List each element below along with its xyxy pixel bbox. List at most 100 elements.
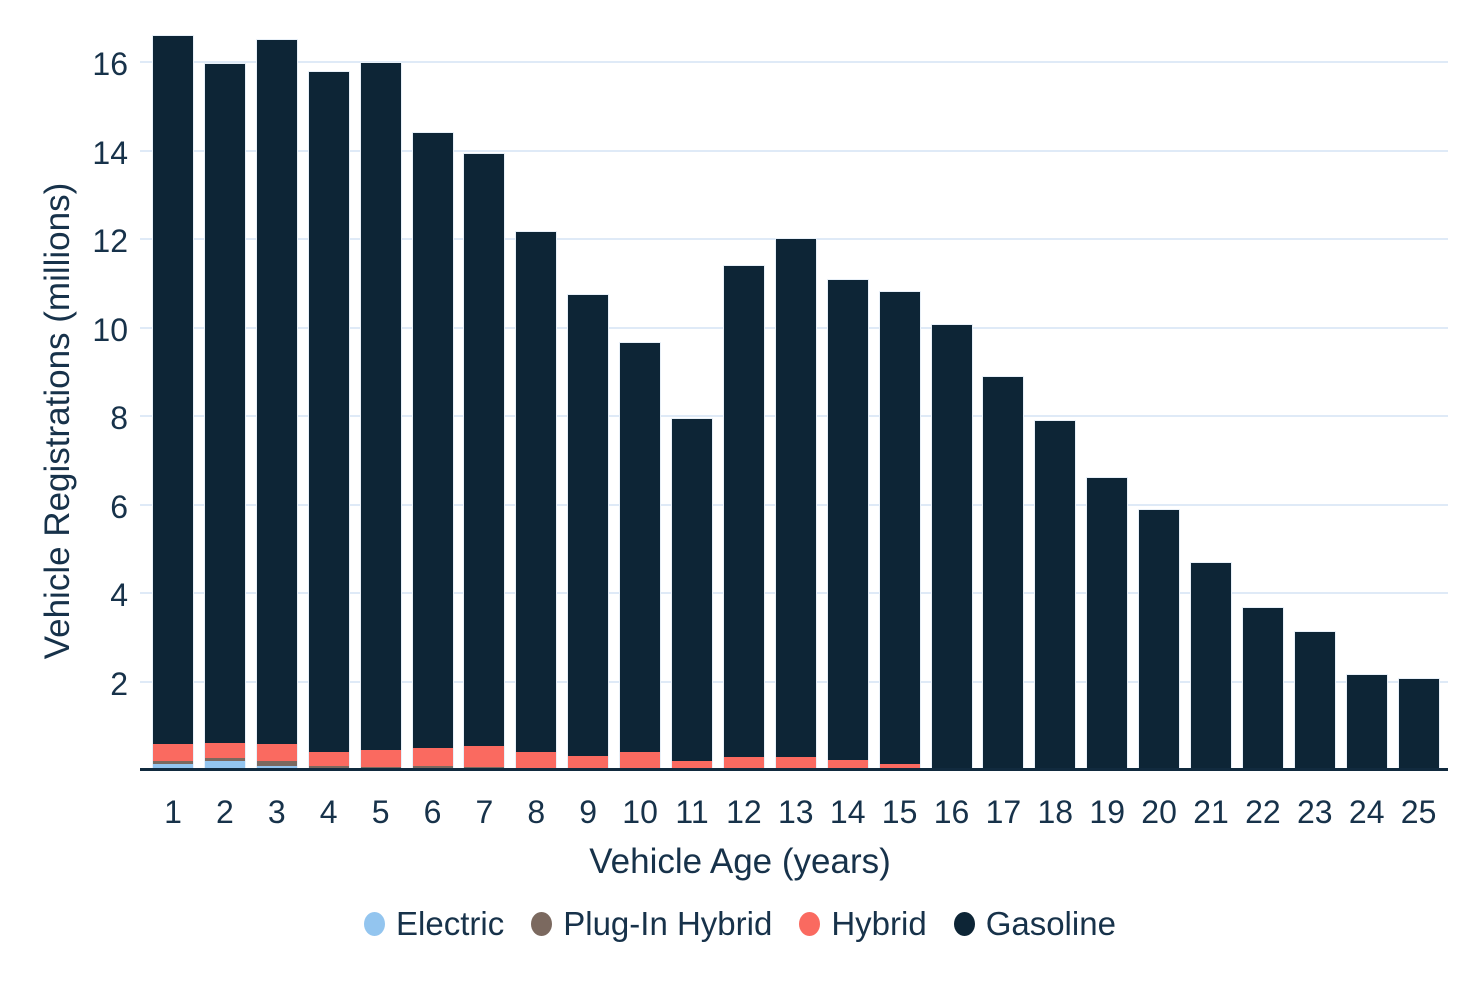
bar-age-21 xyxy=(1191,562,1231,770)
bar-segment-plug-in-hybrid-age-2 xyxy=(204,757,245,762)
x-axis-title: Vehicle Age (years) xyxy=(589,842,891,881)
bar-segment-gasoline-age-25 xyxy=(1398,678,1439,770)
bar-segment-gasoline-age-18 xyxy=(1035,420,1076,770)
x-tick-label-11: 11 xyxy=(675,794,709,830)
bar-segment-electric-age-1 xyxy=(153,763,193,770)
bar-age-17 xyxy=(983,377,1024,770)
bar-segment-gasoline-age-11 xyxy=(672,418,712,761)
x-tick-label-6: 6 xyxy=(423,794,442,830)
bar-segment-gasoline-age-8 xyxy=(516,232,557,753)
bar-segment-plug-in-hybrid-age-5 xyxy=(360,766,401,769)
bar-age-18 xyxy=(1035,420,1076,770)
x-tick-label-22: 22 xyxy=(1245,794,1281,830)
bar-segment-hybrid-age-6 xyxy=(412,748,453,767)
x-tick-label-4: 4 xyxy=(319,794,338,830)
bar-segment-gasoline-age-20 xyxy=(1139,509,1180,770)
gridline-y-12 xyxy=(140,238,1448,240)
bar-age-23 xyxy=(1294,631,1335,770)
x-tick-label-21: 21 xyxy=(1193,794,1229,830)
bar-age-9 xyxy=(568,295,609,770)
bar-age-7 xyxy=(464,154,505,770)
bar-segment-gasoline-age-13 xyxy=(775,239,816,757)
bar-age-6 xyxy=(412,133,453,770)
x-tick-label-10: 10 xyxy=(622,794,658,830)
y-tick-label-14: 14 xyxy=(92,134,128,171)
legend-marker-gasoline-icon xyxy=(953,912,975,936)
x-tick-label-13: 13 xyxy=(778,794,814,830)
x-tick-label-5: 5 xyxy=(371,794,390,830)
y-tick-label-16: 16 xyxy=(92,46,128,82)
gridline-y-16 xyxy=(140,61,1448,63)
bar-age-4 xyxy=(308,72,349,770)
legend-item-electric[interactable]: Electric xyxy=(364,906,504,942)
x-tick-label-15: 15 xyxy=(881,794,918,830)
bar-age-25 xyxy=(1398,678,1439,770)
bar-age-16 xyxy=(931,324,972,770)
bar-segment-gasoline-age-5 xyxy=(360,62,401,751)
x-tick-label-18: 18 xyxy=(1037,794,1074,830)
bar-segment-gasoline-age-2 xyxy=(204,64,245,743)
x-tick-label-16: 16 xyxy=(933,794,970,830)
bar-segment-plug-in-hybrid-age-6 xyxy=(412,766,453,770)
x-tick-label-12: 12 xyxy=(726,794,762,830)
bar-age-2 xyxy=(204,64,245,770)
legend-label-gasoline: Gasoline xyxy=(985,905,1116,942)
legend-item-plug-in-hybrid[interactable]: Plug-In Hybrid xyxy=(531,906,772,942)
x-tick-label-3: 3 xyxy=(267,794,286,830)
x-tick-label-25: 25 xyxy=(1400,794,1437,830)
bar-segment-hybrid-age-5 xyxy=(360,750,401,767)
bar-age-10 xyxy=(620,342,661,770)
bar-segment-gasoline-age-19 xyxy=(1087,477,1128,770)
bar-segment-hybrid-age-7 xyxy=(464,746,505,767)
y-tick-label-6: 6 xyxy=(110,488,128,525)
bar-age-22 xyxy=(1242,608,1283,770)
bar-segment-gasoline-age-24 xyxy=(1346,674,1387,770)
x-tick-label-17: 17 xyxy=(985,794,1022,830)
bar-segment-hybrid-age-12 xyxy=(723,756,764,770)
bar-segment-gasoline-age-16 xyxy=(931,324,972,768)
bar-segment-hybrid-age-1 xyxy=(153,743,193,761)
bar-segment-gasoline-age-21 xyxy=(1191,562,1231,770)
legend-item-gasoline[interactable]: Gasoline xyxy=(953,905,1116,942)
bar-segment-gasoline-age-12 xyxy=(723,265,764,757)
bar-age-20 xyxy=(1139,509,1180,770)
bar-segment-hybrid-age-2 xyxy=(204,742,245,758)
bar-segment-hybrid-age-9 xyxy=(568,756,609,769)
bar-age-3 xyxy=(256,39,297,770)
bar-segment-gasoline-age-3 xyxy=(256,39,297,745)
bar-segment-plug-in-hybrid-age-1 xyxy=(153,760,193,764)
bar-segment-gasoline-age-10 xyxy=(620,342,661,753)
y-tick-label-2: 2 xyxy=(110,665,128,702)
x-tick-label-1: 1 xyxy=(164,794,182,830)
x-tick-label-9: 9 xyxy=(579,794,598,830)
bar-age-5 xyxy=(360,62,401,770)
legend: Electric Plug-In Hybrid Hybrid Gasoline xyxy=(0,906,1480,942)
bar-segment-gasoline-age-22 xyxy=(1242,608,1283,770)
x-tick-label-8: 8 xyxy=(527,794,546,830)
y-tick-label-10: 10 xyxy=(92,311,128,348)
legend-label-hybrid: Hybrid xyxy=(831,905,927,942)
y-tick-label-12: 12 xyxy=(92,223,128,259)
bar-segment-gasoline-age-17 xyxy=(983,377,1024,770)
x-tick-label-14: 14 xyxy=(829,794,866,830)
bar-segment-plug-in-hybrid-age-3 xyxy=(256,761,297,767)
bar-age-11 xyxy=(672,418,712,770)
bar-segment-gasoline-age-23 xyxy=(1294,631,1335,770)
bar-segment-electric-age-2 xyxy=(204,761,245,770)
bar-segment-gasoline-age-15 xyxy=(879,291,920,765)
bar-age-13 xyxy=(775,239,816,770)
bar-segment-hybrid-age-15 xyxy=(879,764,920,770)
y-tick-label-4: 4 xyxy=(110,577,128,613)
legend-marker-electric-icon xyxy=(364,912,386,936)
bar-segment-gasoline-age-4 xyxy=(308,72,349,753)
legend-item-hybrid[interactable]: Hybrid xyxy=(799,905,927,942)
bar-segment-gasoline-age-14 xyxy=(827,280,868,761)
bar-segment-gasoline-age-6 xyxy=(412,133,453,749)
x-tick-label-24: 24 xyxy=(1348,794,1385,830)
bar-segment-gasoline-age-7 xyxy=(464,154,505,747)
x-tick-label-19: 19 xyxy=(1089,794,1125,830)
bar-age-1 xyxy=(153,35,193,770)
x-tick-label-20: 20 xyxy=(1141,794,1177,830)
bar-segment-hybrid-age-10 xyxy=(620,752,661,769)
